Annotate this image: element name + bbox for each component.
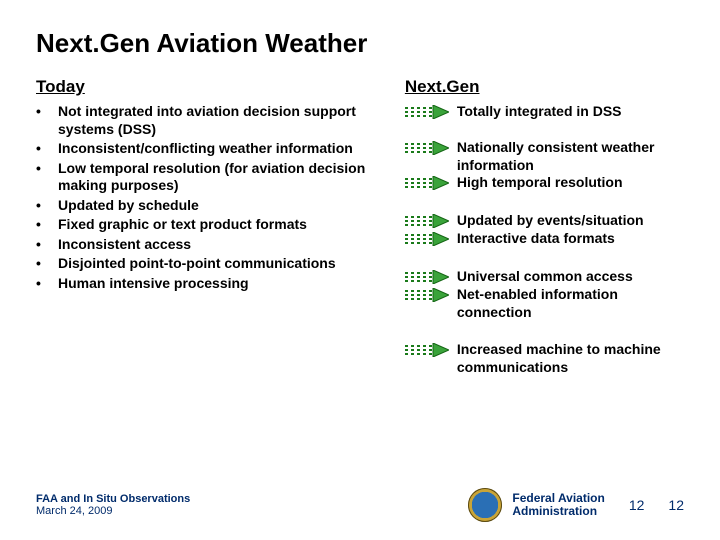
- today-item: •Fixed graphic or text product formats: [36, 216, 405, 234]
- nextgen-column: Next.Gen Totally integrated in DSS Nation…: [405, 77, 684, 376]
- today-column: Today •Not integrated into aviation deci…: [36, 77, 405, 376]
- today-item: •Not integrated into aviation decision s…: [36, 103, 405, 138]
- footer: FAA and In Situ Observations March 24, 2…: [0, 488, 720, 522]
- arrow-icon: [405, 105, 449, 119]
- today-item-text: Fixed graphic or text product formats: [58, 216, 307, 234]
- nextgen-item: Interactive data formats: [405, 230, 684, 248]
- arrow-icon: [405, 343, 449, 357]
- arrow-cell: [405, 139, 457, 157]
- today-item-text: Not integrated into aviation decision su…: [58, 103, 405, 138]
- today-item: •Inconsistent access: [36, 236, 405, 254]
- slide-title: Next.Gen Aviation Weather: [36, 28, 684, 59]
- nextgen-item-text: Net-enabled information connection: [457, 286, 684, 321]
- nextgen-item-text: Universal common access: [457, 268, 633, 286]
- footer-date: March 24, 2009: [36, 505, 190, 517]
- nextgen-item: Increased machine to machine communicati…: [405, 341, 684, 376]
- arrow-icon: [405, 141, 449, 155]
- today-item-text: Disjointed point-to-point communications: [58, 255, 336, 273]
- today-item-text: Human intensive processing: [58, 275, 249, 293]
- arrow-icon: [405, 288, 449, 302]
- nextgen-item: Totally integrated in DSS: [405, 103, 684, 121]
- footer-left: FAA and In Situ Observations March 24, 2…: [36, 493, 190, 517]
- arrow-cell: [405, 174, 457, 192]
- nextgen-item-text: High temporal resolution: [457, 174, 623, 192]
- bullet-dot: •: [36, 236, 58, 254]
- footer-doc-title: FAA and In Situ Observations: [36, 493, 190, 505]
- bullet-dot: •: [36, 197, 58, 215]
- nextgen-heading: Next.Gen: [405, 77, 684, 97]
- today-item: •Human intensive processing: [36, 275, 405, 293]
- arrow-cell: [405, 230, 457, 248]
- nextgen-item-text: Updated by events/situation: [457, 212, 644, 230]
- today-item: •Low temporal resolution (for aviation d…: [36, 160, 405, 195]
- arrow-icon: [405, 176, 449, 190]
- arrow-cell: [405, 268, 457, 286]
- page-number-a: 12: [629, 497, 645, 513]
- arrow-icon: [405, 214, 449, 228]
- arrow-cell: [405, 341, 457, 359]
- bullet-dot: •: [36, 103, 58, 138]
- arrow-cell: [405, 103, 457, 121]
- today-item-text: Inconsistent access: [58, 236, 191, 254]
- agency-line2: Administration: [512, 505, 604, 518]
- today-list: •Not integrated into aviation decision s…: [36, 103, 405, 292]
- arrow-cell: [405, 286, 457, 304]
- today-item-text: Low temporal resolution (for aviation de…: [58, 160, 405, 195]
- slide: Next.Gen Aviation Weather Today •Not int…: [0, 0, 720, 540]
- arrow-icon: [405, 270, 449, 284]
- nextgen-item-text: Nationally consistent weather informatio…: [457, 139, 684, 174]
- today-item-text: Inconsistent/conflicting weather informa…: [58, 140, 353, 158]
- nextgen-item: High temporal resolution: [405, 174, 684, 192]
- nextgen-item: Updated by events/situation: [405, 212, 684, 230]
- today-item: •Updated by schedule: [36, 197, 405, 215]
- arrow-icon: [405, 232, 449, 246]
- bullet-dot: •: [36, 160, 58, 195]
- nextgen-item-text: Interactive data formats: [457, 230, 615, 248]
- nextgen-item-text: Increased machine to machine communicati…: [457, 341, 684, 376]
- bullet-dot: •: [36, 216, 58, 234]
- nextgen-item: Net-enabled information connection: [405, 286, 684, 321]
- faa-seal-icon: [468, 488, 502, 522]
- today-heading: Today: [36, 77, 405, 97]
- nextgen-item-text: Totally integrated in DSS: [457, 103, 622, 121]
- bullet-dot: •: [36, 140, 58, 158]
- today-item: •Disjointed point-to-point communication…: [36, 255, 405, 273]
- page-number-b: 12: [668, 497, 684, 513]
- today-item-text: Updated by schedule: [58, 197, 199, 215]
- footer-right: Federal Aviation Administration 12 12: [468, 488, 684, 522]
- arrow-cell: [405, 212, 457, 230]
- nextgen-item: Universal common access: [405, 268, 684, 286]
- content-columns: Today •Not integrated into aviation deci…: [36, 77, 684, 376]
- nextgen-list: Totally integrated in DSS Nationally cons…: [405, 103, 684, 376]
- today-item: •Inconsistent/conflicting weather inform…: [36, 140, 405, 158]
- bullet-dot: •: [36, 255, 58, 273]
- agency-name: Federal Aviation Administration: [512, 492, 604, 518]
- nextgen-item: Nationally consistent weather informatio…: [405, 139, 684, 174]
- bullet-dot: •: [36, 275, 58, 293]
